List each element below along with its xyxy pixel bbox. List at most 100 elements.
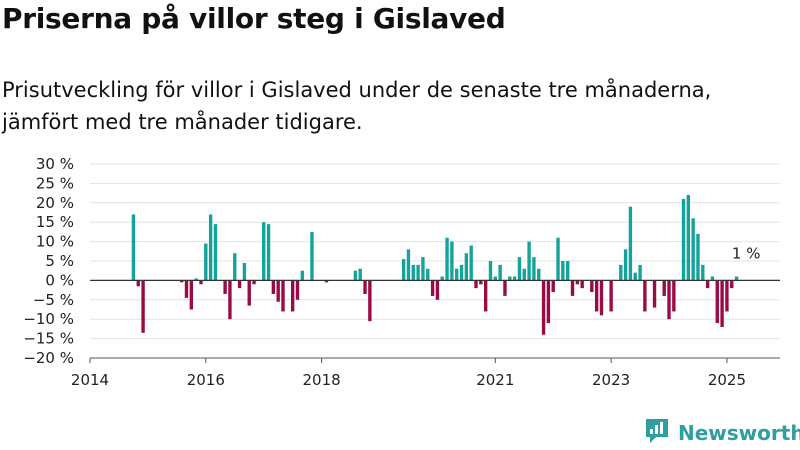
bar xyxy=(247,280,251,306)
bar xyxy=(580,280,584,289)
bar xyxy=(262,222,266,281)
bar xyxy=(401,259,406,281)
bar xyxy=(652,280,657,308)
x-tick-label: 2023 xyxy=(592,371,630,389)
bar xyxy=(358,268,362,281)
bar xyxy=(464,253,469,281)
bar xyxy=(223,280,227,294)
newsworthy-logo-icon xyxy=(644,417,670,449)
bar xyxy=(228,280,232,320)
bar xyxy=(324,280,329,283)
bar xyxy=(213,224,218,281)
bar xyxy=(421,257,425,281)
bar xyxy=(363,280,367,294)
bar xyxy=(609,280,613,312)
y-tick-label: 15 % xyxy=(36,213,74,231)
bar xyxy=(426,268,430,281)
bar xyxy=(517,257,522,281)
bar xyxy=(136,280,140,287)
bar xyxy=(479,280,483,285)
bar xyxy=(522,268,526,281)
gridlines xyxy=(90,163,780,359)
bar xyxy=(633,272,637,281)
bar xyxy=(575,280,580,285)
bar xyxy=(411,264,415,281)
bar xyxy=(705,280,710,289)
bar xyxy=(527,241,531,281)
bar xyxy=(730,280,734,289)
bar xyxy=(498,264,502,281)
bar xyxy=(672,280,676,312)
bar xyxy=(546,280,551,324)
bar xyxy=(179,280,184,283)
bar xyxy=(512,276,517,281)
bar xyxy=(199,280,203,285)
y-tick-label: 20 % xyxy=(36,194,74,212)
bar xyxy=(532,257,536,281)
bar xyxy=(459,264,464,281)
bar xyxy=(276,280,280,302)
bar xyxy=(541,280,546,335)
bar xyxy=(503,280,507,296)
bar xyxy=(194,278,198,281)
bar xyxy=(720,280,724,327)
bar xyxy=(455,268,459,281)
bar xyxy=(474,280,478,289)
bar xyxy=(281,280,285,312)
bar xyxy=(368,280,372,322)
bar xyxy=(430,280,435,296)
y-tick-label: 30 % xyxy=(36,155,74,173)
x-tick-label: 2021 xyxy=(476,371,514,389)
x-tick-label: 2014 xyxy=(71,371,109,389)
bar xyxy=(701,264,705,281)
bar xyxy=(488,261,493,281)
y-tick-label: 0 % xyxy=(45,271,74,289)
bar xyxy=(184,280,189,298)
brand-logo: Newsworthy xyxy=(644,418,800,448)
bar xyxy=(715,280,719,324)
bar xyxy=(204,243,208,281)
bar xyxy=(691,218,695,281)
bar xyxy=(638,264,642,281)
bar xyxy=(266,224,271,281)
brand-name: Newsworthy xyxy=(678,421,800,445)
bar xyxy=(710,276,715,281)
y-tick-label: −10 % xyxy=(23,310,74,328)
bar xyxy=(599,280,604,316)
bar xyxy=(686,195,691,281)
x-tick-label: 2018 xyxy=(303,371,341,389)
bar xyxy=(667,280,671,320)
bar xyxy=(566,261,570,281)
bar xyxy=(416,264,420,281)
bar xyxy=(445,237,449,281)
bar xyxy=(242,262,247,281)
y-tick-label: 10 % xyxy=(36,233,74,251)
bar xyxy=(483,280,488,312)
bar xyxy=(556,237,560,281)
bar xyxy=(300,270,304,281)
annotations: 1 % xyxy=(732,245,761,263)
bar xyxy=(623,249,628,281)
bar xyxy=(734,276,739,281)
bar xyxy=(141,280,145,333)
bar xyxy=(435,280,440,300)
bar xyxy=(131,214,136,281)
annotation-label: 1 % xyxy=(732,245,761,263)
bar xyxy=(237,280,242,289)
bar xyxy=(628,206,633,281)
bar xyxy=(696,233,700,281)
y-tick-label: 25 % xyxy=(36,174,74,192)
bar xyxy=(310,231,314,281)
x-tick-label: 2025 xyxy=(708,371,746,389)
bar xyxy=(590,280,594,293)
bar xyxy=(662,280,666,296)
y-tick-label: 5 % xyxy=(45,252,74,270)
bar xyxy=(469,245,473,281)
y-tick-label: −15 % xyxy=(23,330,74,348)
bar xyxy=(295,280,300,300)
y-tick-label: −20 % xyxy=(23,349,74,367)
bar xyxy=(271,280,276,294)
bar xyxy=(570,280,575,296)
bar xyxy=(561,261,565,281)
